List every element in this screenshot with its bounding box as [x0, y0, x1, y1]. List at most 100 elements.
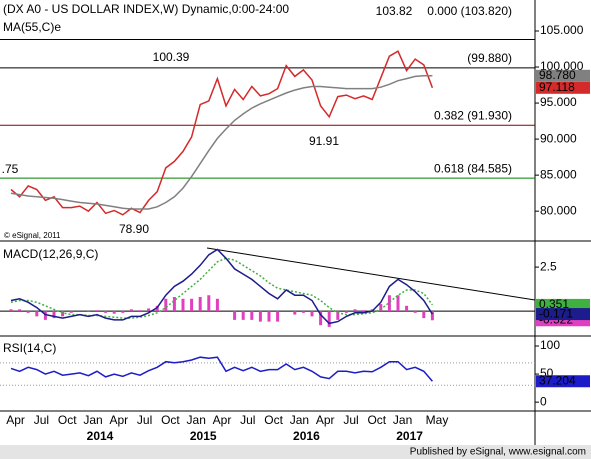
value-tag-label: 97.118: [539, 80, 575, 94]
x-tick-label: Jan: [83, 413, 102, 427]
x-tick-label: Jan: [393, 413, 412, 427]
histogram-bar: [413, 311, 417, 313]
histogram-bar: [35, 311, 39, 317]
value-tag: [536, 81, 590, 94]
rsi-line: [10, 356, 433, 382]
year-label: 2015: [190, 429, 217, 443]
histogram-bar: [69, 311, 73, 313]
y-tick-label: 100.000: [540, 59, 584, 73]
watermark: © eSignal, 2011: [4, 231, 61, 240]
histogram-bar: [198, 297, 202, 312]
histogram-bar: [301, 311, 305, 313]
histogram-bar: [147, 308, 151, 312]
histogram-bar: [121, 311, 125, 313]
histogram-bar: [61, 311, 65, 317]
value-tag: [536, 298, 590, 311]
histogram-bar: [215, 298, 219, 312]
histogram-bar: [43, 311, 47, 320]
trend-line: [206, 247, 536, 301]
histogram-bar: [190, 298, 194, 312]
legend-entry: MA(55,C)e: [3, 20, 61, 34]
histogram-bar: [405, 305, 409, 312]
value-tag-label: 0.351: [539, 297, 569, 311]
value-tag-label: -0.171: [539, 306, 573, 320]
histogram-bar: [267, 311, 271, 322]
histogram-bar: [181, 298, 185, 312]
histogram-bar: [327, 311, 331, 327]
level-label: 0.382 (91.930): [434, 108, 512, 122]
histogram-bar: [164, 298, 168, 312]
y-tick-label: 90.000: [540, 131, 577, 145]
annotation: 103.82: [376, 4, 413, 18]
footer-band: [0, 445, 591, 459]
x-tick-label: Jul: [34, 413, 49, 427]
panel-title: RSI(14,C): [3, 341, 56, 355]
y-tick-label: 2.5: [540, 259, 557, 273]
histogram-bar: [9, 309, 13, 312]
histogram-bar: [138, 310, 142, 312]
histogram-bar: [276, 311, 280, 322]
value-tag-label: 37.204: [539, 373, 576, 387]
x-tick-label: Oct: [367, 413, 386, 427]
x-tick-label: Apr: [213, 413, 232, 427]
histogram-bar: [430, 311, 434, 321]
x-tick-label: Oct: [264, 413, 283, 427]
histogram-bar: [422, 311, 426, 319]
value-tag: [536, 375, 590, 388]
histogram-bar: [362, 310, 366, 312]
histogram-bar: [86, 311, 90, 312]
histogram-bar: [379, 304, 383, 312]
histogram-bar: [233, 311, 237, 320]
x-tick-label: Jul: [343, 413, 358, 427]
price-line: [10, 50, 434, 216]
x-tick-label: Apr: [6, 413, 25, 427]
level-label: 0.000 (103.820): [427, 4, 512, 18]
value-tag: [536, 69, 590, 82]
x-tick-label: Jul: [137, 413, 152, 427]
histogram-bar: [241, 311, 245, 320]
histogram-bar: [293, 311, 297, 315]
histogram-bar: [112, 311, 116, 314]
y-tick-label: 100: [540, 338, 560, 352]
histogram-bar: [258, 311, 262, 322]
x-tick-label: Jul: [240, 413, 255, 427]
histogram-bar: [344, 311, 348, 313]
level-label: (99.880): [467, 51, 512, 65]
histogram-bar: [172, 297, 176, 312]
y-tick-label: 85.000: [540, 167, 577, 181]
macd-line: [10, 248, 434, 325]
annotation: 91.91: [309, 134, 339, 148]
annotation: .75: [2, 162, 19, 176]
annotation: 100.39: [153, 50, 190, 64]
x-tick-label: Oct: [161, 413, 180, 427]
x-tick-label: Jan: [290, 413, 309, 427]
histogram-bar: [387, 295, 391, 312]
histogram-bar: [396, 295, 400, 312]
y-tick-label: 0: [540, 394, 547, 408]
y-tick-label: 95.000: [540, 95, 577, 109]
y-tick-label: 80.000: [540, 203, 577, 217]
histogram-bar: [95, 310, 99, 312]
footer: Published by eSignal, www.esignal.com: [410, 447, 586, 458]
histogram-bar: [353, 309, 357, 312]
chart-title: (DX A0 - US DOLLAR INDEX,W) Dynamic,0:00…: [3, 2, 289, 16]
x-tick-label: Apr: [109, 413, 128, 427]
x-tick-label: Jan: [187, 413, 206, 427]
value-tag: [536, 308, 590, 321]
year-label: 2017: [396, 429, 423, 443]
histogram-bar: [129, 309, 133, 312]
x-tick-label: Apr: [316, 413, 335, 427]
histogram-bar: [250, 311, 254, 320]
year-label: 2014: [87, 429, 114, 443]
value-tag-label: 98.780: [539, 68, 576, 82]
year-label: 2016: [293, 429, 320, 443]
level-label: 0.618 (84.585): [434, 161, 512, 175]
histogram-bar: [310, 311, 314, 317]
x-tick-label: May: [426, 413, 449, 427]
histogram-bar: [319, 311, 323, 326]
histogram-bar: [336, 311, 340, 320]
y-tick-label: 105.000: [540, 23, 584, 37]
